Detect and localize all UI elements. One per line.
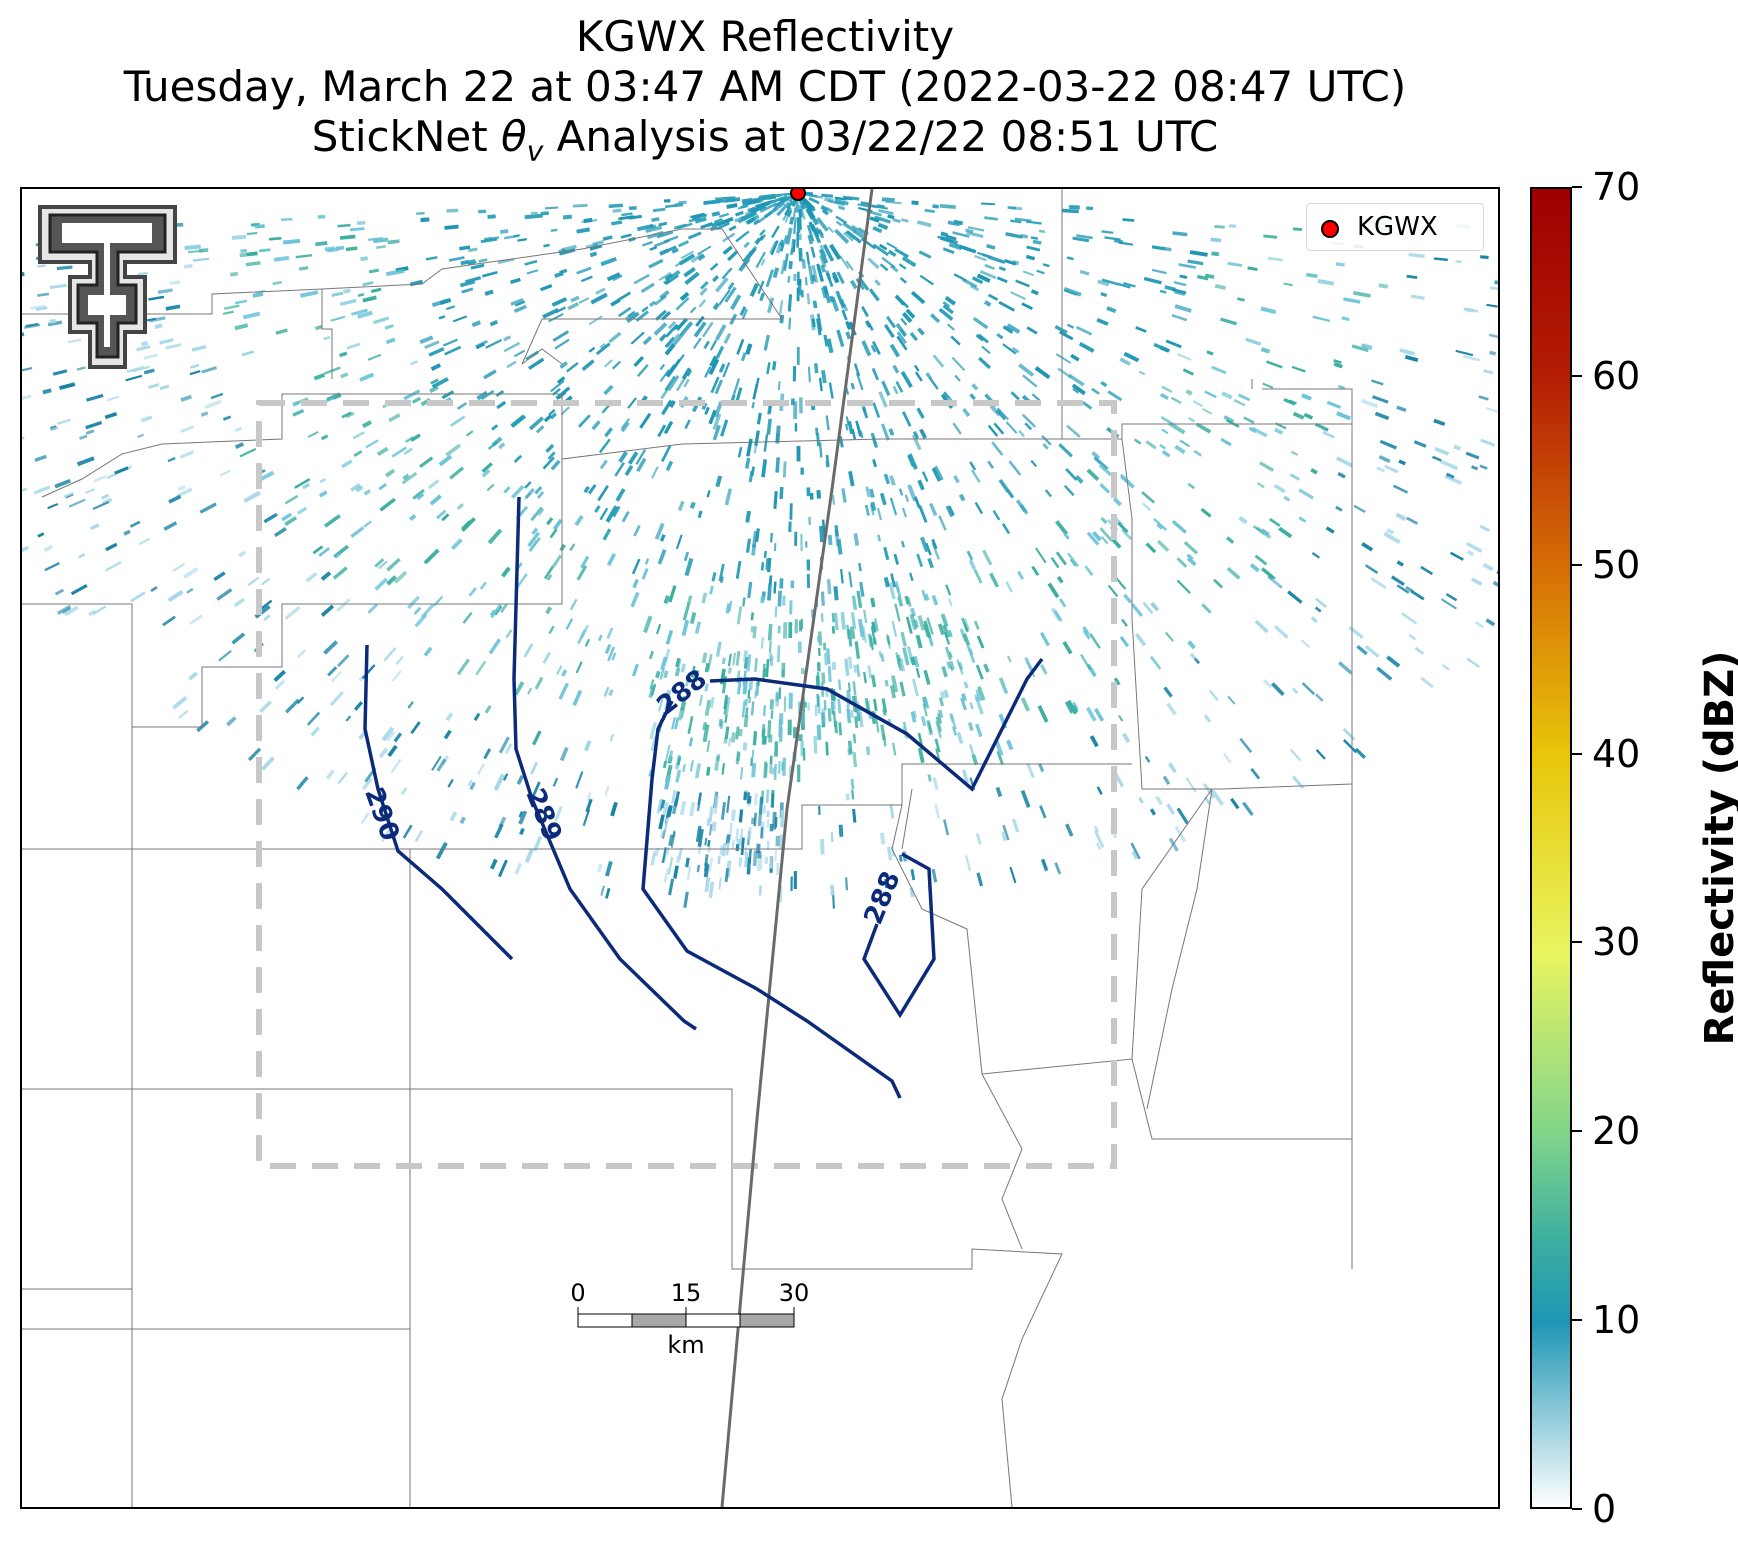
colorbar-tick-mark bbox=[1572, 563, 1582, 566]
texas-tech-double-t-logo bbox=[38, 205, 177, 369]
scale-unit: km bbox=[667, 1331, 704, 1359]
colorbar-tick-mark bbox=[1572, 1319, 1582, 1322]
colorbar-tick-mark bbox=[1572, 1130, 1582, 1133]
contour-label-289: 289 bbox=[519, 784, 567, 846]
contour-288-west-line bbox=[641, 657, 1044, 1099]
scale-label-15: 15 bbox=[671, 1279, 702, 1307]
colorbar-tick-label: 30 bbox=[1592, 920, 1641, 965]
title-radar: KGWX Reflectivity bbox=[575, 12, 955, 61]
colorbar-tick-label: 0 bbox=[1592, 1487, 1617, 1531]
title-analysis: StickNet θv Analysis at 03/22/22 08:51 U… bbox=[311, 112, 1219, 168]
colorbar-tick-label: 70 bbox=[1592, 165, 1641, 209]
contour-label-288-south: 288 bbox=[859, 867, 907, 929]
title-datetime: Tuesday, March 22 at 03:47 AM CDT (2022-… bbox=[123, 62, 1407, 111]
colorbar-tick-label: 20 bbox=[1592, 1109, 1641, 1154]
map-canvas[interactable]: 290 289 288 288 0 15 30 km bbox=[22, 189, 1498, 1507]
radar-site-marker bbox=[790, 189, 806, 201]
colorbar-tick-label: 60 bbox=[1592, 353, 1641, 398]
contour-label-290: 290 bbox=[358, 784, 405, 845]
contour-290-line bbox=[363, 644, 514, 961]
map-legend: KGWX bbox=[1306, 203, 1484, 251]
highway-line bbox=[720, 189, 874, 1507]
analysis-domain-box bbox=[256, 400, 1117, 1169]
colorbar-tick-mark bbox=[1572, 752, 1582, 755]
reflectivity-colorbar bbox=[1530, 187, 1572, 1509]
colorbar-tick-label: 10 bbox=[1592, 1298, 1641, 1343]
map-panel[interactable]: 290 289 288 288 0 15 30 km KGWX bbox=[20, 187, 1500, 1509]
colorbar-title: Reflectivity (dBZ) bbox=[1697, 650, 1738, 1046]
contour-289-line bbox=[512, 496, 697, 1031]
reflectivity-echoes bbox=[22, 191, 1498, 909]
scale-label-30: 30 bbox=[779, 1279, 810, 1307]
colorbar-tick-mark bbox=[1572, 941, 1582, 944]
county-borders bbox=[22, 189, 1353, 1507]
scale-label-0: 0 bbox=[570, 1279, 585, 1307]
colorbar-tick-label: 50 bbox=[1592, 542, 1641, 587]
legend-radar-marker-icon bbox=[1321, 220, 1339, 238]
colorbar-tick-label: 40 bbox=[1592, 731, 1641, 776]
contour-288-east-line bbox=[862, 852, 936, 1019]
colorbar-tick-mark bbox=[1572, 1508, 1582, 1510]
colorbar-tick-mark bbox=[1572, 374, 1582, 377]
theta-v-contours bbox=[363, 496, 1044, 1099]
colorbar-tick-mark bbox=[1572, 186, 1582, 188]
legend-label: KGWX bbox=[1357, 212, 1438, 242]
scale-bar: 0 15 30 km bbox=[570, 1279, 809, 1359]
